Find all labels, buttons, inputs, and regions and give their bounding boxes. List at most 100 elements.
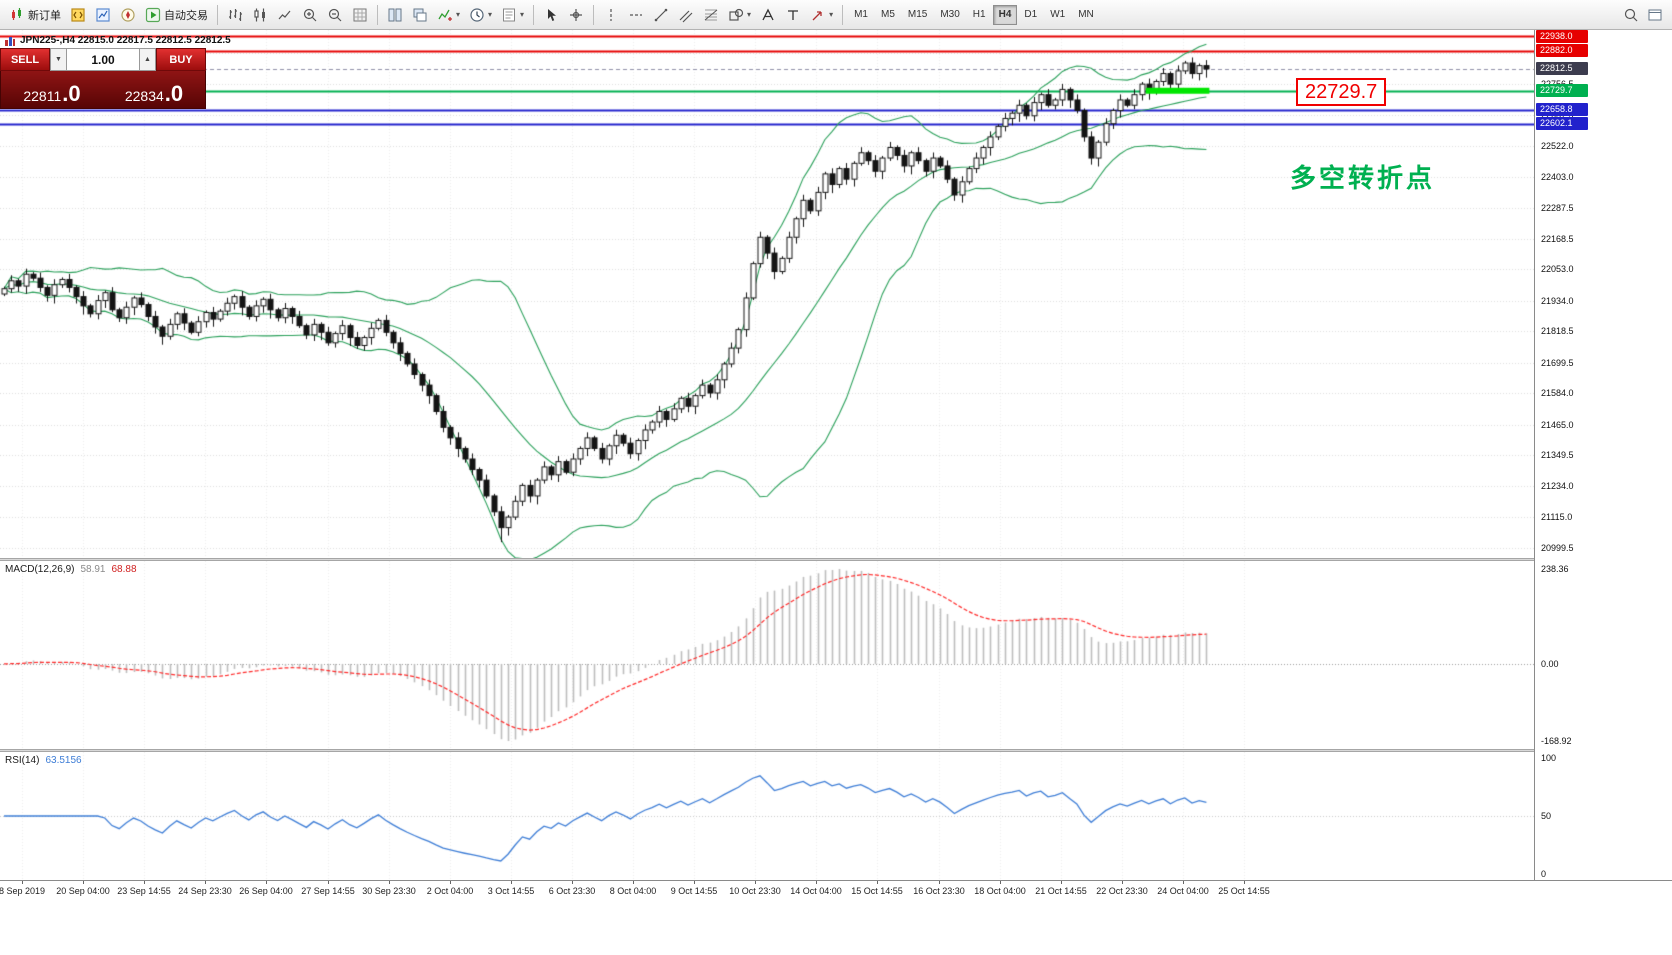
new-order-button[interactable]: 新订单 — [5, 3, 65, 27]
main-toolbar: 新订单 自动交易 ▾ ▾ ▾ ▾ ▾ M1 M5 M15 M30 H1 H4 D1 W1 MN — [0, 0, 1672, 30]
rsi-indicator-label: RSI(14) 63.5156 — [5, 755, 82, 766]
line-chart-button[interactable] — [273, 3, 297, 27]
cascade-windows-icon — [413, 8, 427, 21]
chevron-down-icon: ▾ — [456, 10, 461, 19]
text-label-icon — [788, 9, 799, 20]
new-window-button[interactable] — [1643, 3, 1667, 27]
zoom-in-button[interactable] — [298, 3, 322, 27]
crosshair-button[interactable] — [564, 3, 588, 27]
metaeditor-button[interactable] — [66, 3, 90, 27]
fibonacci-button[interactable] — [699, 3, 723, 27]
bar-chart-icon — [229, 8, 242, 21]
price-tick: 21584.0 — [1541, 388, 1574, 399]
timeframe-w1-button[interactable]: W1 — [1050, 9, 1066, 20]
periods-button[interactable]: ▾ — [465, 3, 496, 27]
time-tick — [1244, 881, 1245, 884]
cursor-icon — [548, 8, 557, 21]
volume-increase-button[interactable]: ▲ — [139, 48, 156, 71]
text-label-button[interactable] — [781, 3, 805, 27]
candlestick-chart-button[interactable] — [248, 3, 272, 27]
price-tick: 22403.0 — [1541, 172, 1574, 183]
time-label: 2 Oct 04:00 — [426, 886, 474, 896]
sell-price-button[interactable]: 22811.0 — [1, 71, 103, 108]
shapes-icon — [729, 8, 744, 21]
market-watch-button[interactable] — [91, 3, 115, 27]
grid-button[interactable] — [348, 3, 372, 27]
panel-splitter[interactable] — [0, 558, 1672, 561]
text-button[interactable] — [756, 3, 780, 27]
timeframe-d1-button[interactable]: D1 — [1024, 9, 1038, 20]
time-label: 22 Oct 23:30 — [1096, 886, 1148, 896]
market-watch-icon — [96, 7, 110, 22]
time-tick — [816, 881, 817, 884]
time-tick — [144, 881, 145, 884]
indicators-icon — [438, 9, 452, 21]
navigator-icon — [121, 7, 135, 22]
zoom-out-button[interactable] — [323, 3, 347, 27]
toolbar-separator — [842, 4, 844, 25]
bar-chart-button[interactable] — [223, 3, 247, 27]
templates-button[interactable]: ▾ — [497, 3, 528, 27]
volume-decrease-button[interactable]: ▼ — [50, 48, 67, 71]
indicators-button[interactable]: ▾ — [433, 3, 464, 27]
time-tick — [633, 881, 634, 884]
timeframe-h4-button[interactable]: H4 — [992, 4, 1018, 25]
price-line-label: 22729.7 — [1536, 83, 1588, 97]
chevron-down-icon: ▾ — [520, 10, 525, 19]
timeframe-m5-button[interactable]: M5 — [880, 9, 895, 20]
autotrading-label: 自动交易 — [164, 9, 208, 22]
price-line-label: 22602.1 — [1536, 117, 1588, 131]
time-label: 23 Sep 14:55 — [117, 886, 171, 896]
shapes-button[interactable]: ▾ — [724, 3, 755, 27]
time-label: 15 Oct 14:55 — [851, 886, 903, 896]
trendline-button[interactable] — [649, 3, 673, 27]
text-icon — [762, 8, 774, 20]
time-tick — [1122, 881, 1123, 884]
time-tick — [572, 881, 573, 884]
rsi-panel-canvas[interactable] — [0, 752, 1534, 880]
price-scale[interactable]: 22756.522637.522522.022403.022287.522168… — [1534, 30, 1672, 899]
equidistant-channel-button[interactable] — [674, 3, 698, 27]
vertical-line-button[interactable] — [599, 3, 623, 27]
sell-price-pips: .0 — [62, 81, 81, 107]
macd-panel-canvas[interactable] — [0, 561, 1534, 749]
tile-windows-button[interactable] — [383, 3, 407, 27]
timeframe-m30-button[interactable]: M30 — [940, 9, 960, 20]
new-order-label: 新订单 — [28, 9, 61, 22]
time-tick — [389, 881, 390, 884]
search-button[interactable] — [1619, 3, 1643, 27]
main-chart-canvas[interactable] — [0, 30, 1534, 558]
templates-icon — [503, 8, 516, 21]
price-callout-label[interactable]: 22729.7 — [1296, 78, 1387, 106]
time-tick — [694, 881, 695, 884]
trendline-icon — [654, 8, 668, 21]
time-axis[interactable]: 8 Sep 2019 20 Sep 04:00 23 Sep 14:55 24 Sep… — [0, 880, 1672, 899]
arrows-button[interactable]: ▾ — [806, 3, 837, 27]
arrows-icon — [812, 10, 822, 20]
indicator-axis-label: -168.92 — [1541, 736, 1572, 746]
buy-price-button[interactable]: 22834.0 — [103, 71, 205, 108]
sell-button[interactable]: SELL — [0, 48, 50, 71]
time-label: 25 Oct 14:55 — [1218, 886, 1270, 896]
fibonacci-icon — [704, 9, 718, 20]
timeframe-m15-button[interactable]: M15 — [907, 9, 928, 20]
timeframe-mn-button[interactable]: MN — [1078, 9, 1094, 20]
cursor-button[interactable] — [539, 3, 563, 27]
timeframe-h1-button[interactable]: H1 — [972, 9, 986, 20]
rsi-value: 63.5156 — [45, 755, 82, 766]
buy-button[interactable]: BUY — [156, 48, 206, 71]
sell-price: 22811 — [23, 88, 62, 104]
volume-input[interactable]: 1.00 — [67, 48, 139, 71]
cascade-windows-button[interactable] — [408, 3, 432, 27]
time-tick — [877, 881, 878, 884]
time-label: 30 Sep 23:30 — [362, 886, 416, 896]
horizontal-line-button[interactable] — [624, 3, 648, 27]
timeframe-m1-button[interactable]: M1 — [854, 9, 868, 20]
navigator-button[interactable] — [116, 3, 140, 27]
panel-splitter[interactable] — [0, 749, 1672, 752]
price-tick: 22756.5 — [1541, 79, 1574, 89]
autotrading-button[interactable]: 自动交易 — [141, 3, 212, 27]
time-tick — [205, 881, 206, 884]
chart-annotation-text[interactable]: 多空转折点 — [1290, 163, 1436, 193]
